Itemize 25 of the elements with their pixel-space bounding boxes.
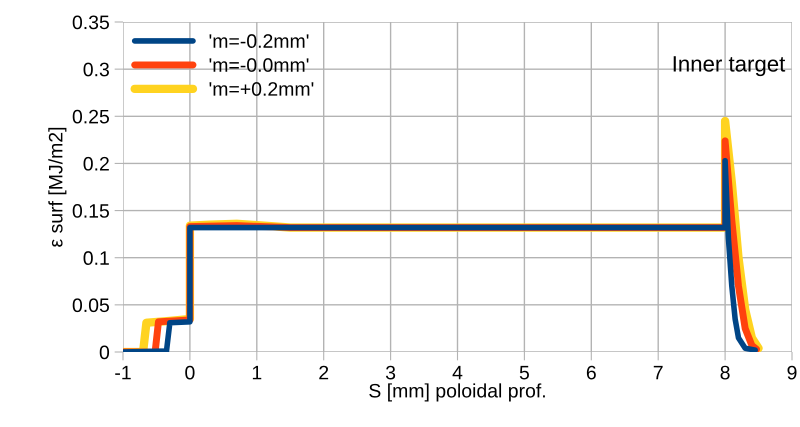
y-tick-label: 0.2 <box>84 156 109 171</box>
y-tick-label: 0.15 <box>72 204 109 218</box>
x-tick-label: 9 <box>788 366 796 380</box>
y-tick-label: 0.35 <box>72 15 109 30</box>
x-tick-label: 6 <box>586 366 596 380</box>
y-tick-label: 0.05 <box>72 298 109 312</box>
y-tick-label: 0.25 <box>72 110 109 124</box>
y-tick-label: 0.3 <box>84 62 109 76</box>
x-tick-label: 8 <box>720 366 730 380</box>
x-axis-title: S [mm] poloidal prof. <box>369 383 545 402</box>
x-tick-label: 4 <box>452 366 462 380</box>
y-tick-label: 0.1 <box>84 251 109 265</box>
x-tick-label: 7 <box>654 366 663 380</box>
y-tick-label: 0 <box>100 345 110 360</box>
x-tick-label: 0 <box>185 366 195 380</box>
legend-label: 'm=+0.2mm' <box>210 82 314 96</box>
x-tick-label: 5 <box>520 366 529 380</box>
x-tick-label: 2 <box>319 366 328 380</box>
y-axis-title: ε surf [MJ/m2] <box>48 128 66 247</box>
x-tick-label: 1 <box>252 366 262 380</box>
legend-label: 'm=-0.2mm' <box>210 34 308 48</box>
x-tick-label: -1 <box>115 366 131 380</box>
x-tick-label: 3 <box>386 366 396 380</box>
legend-label: 'm=-0.0mm' <box>210 58 308 72</box>
annotation: Inner target <box>674 56 786 76</box>
